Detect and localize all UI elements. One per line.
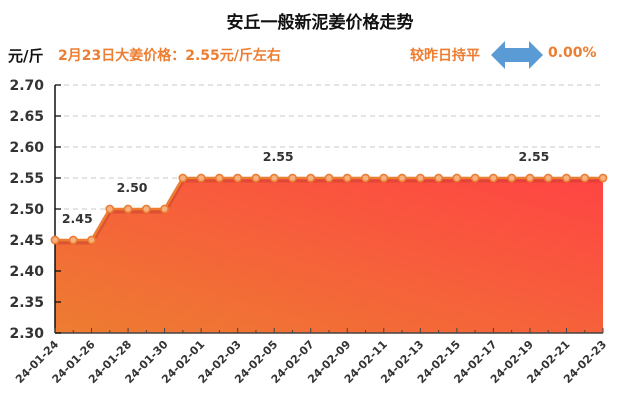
y-tick-label: 2.35 bbox=[9, 295, 44, 311]
data-point-marker bbox=[178, 173, 188, 183]
data-point-marker bbox=[196, 173, 206, 183]
data-labels: 2.45 2.50 2.55 2.55 bbox=[62, 149, 550, 226]
x-axis-ticks: 24-01-2424-01-2624-01-2824-01-3024-02-01… bbox=[13, 328, 609, 386]
data-point-marker bbox=[379, 173, 389, 183]
data-label: 2.55 bbox=[519, 149, 550, 164]
data-point-marker bbox=[105, 204, 115, 214]
y-axis-ticks: 2.30 2.35 2.40 2.45 2.50 2.55 2.60 2.65 2.70 bbox=[9, 78, 61, 342]
data-point-marker bbox=[361, 173, 370, 183]
data-label: 2.45 bbox=[62, 211, 93, 226]
y-tick-label: 2.50 bbox=[9, 202, 44, 218]
data-point-marker bbox=[141, 204, 151, 214]
data-point-marker bbox=[324, 173, 334, 183]
data-point-marker bbox=[50, 235, 60, 245]
y-tick-label: 2.65 bbox=[9, 109, 44, 125]
data-point-marker bbox=[68, 235, 78, 245]
data-point-marker bbox=[233, 173, 243, 183]
area-fill bbox=[55, 178, 603, 333]
data-point-marker bbox=[580, 173, 590, 183]
data-point-marker bbox=[525, 173, 535, 183]
price-line bbox=[50, 173, 608, 245]
data-point-marker bbox=[397, 173, 407, 183]
y-tick-label: 2.30 bbox=[9, 326, 44, 342]
data-point-marker bbox=[123, 204, 133, 214]
data-point-marker bbox=[288, 173, 297, 183]
data-point-marker bbox=[214, 173, 224, 183]
double-arrow-horizontal-icon bbox=[491, 41, 543, 69]
comparison-value: 0.00% bbox=[548, 45, 597, 61]
data-point-marker bbox=[562, 173, 571, 183]
y-tick-label: 2.70 bbox=[9, 78, 44, 94]
data-point-marker bbox=[269, 173, 279, 183]
y-tick-label: 2.55 bbox=[9, 171, 44, 187]
data-point-marker bbox=[598, 173, 608, 183]
data-point-marker bbox=[87, 235, 96, 245]
data-point-marker bbox=[452, 173, 462, 183]
chart-title: 安丘一般新泥姜价格走势 bbox=[226, 13, 414, 33]
data-point-marker bbox=[470, 173, 480, 183]
data-point-marker bbox=[488, 173, 498, 183]
comparison-label: 较昨日持平 bbox=[410, 48, 480, 64]
data-point-marker bbox=[160, 204, 169, 214]
y-axis-unit: 元/斤 bbox=[8, 47, 44, 65]
data-point-marker bbox=[415, 173, 425, 183]
data-label: 2.50 bbox=[117, 180, 148, 195]
data-label: 2.55 bbox=[263, 149, 294, 164]
y-tick-label: 2.60 bbox=[9, 140, 44, 156]
price-note: 2月23日大姜价格：2.55元/斤左右 bbox=[58, 48, 281, 64]
data-point-marker bbox=[251, 173, 261, 183]
data-point-marker bbox=[507, 173, 517, 183]
data-point-marker bbox=[342, 173, 352, 183]
y-tick-label: 2.40 bbox=[9, 264, 44, 280]
data-point-marker bbox=[434, 173, 443, 183]
data-point-marker bbox=[306, 173, 316, 183]
data-point-marker bbox=[543, 173, 553, 183]
y-tick-label: 2.45 bbox=[9, 233, 44, 249]
